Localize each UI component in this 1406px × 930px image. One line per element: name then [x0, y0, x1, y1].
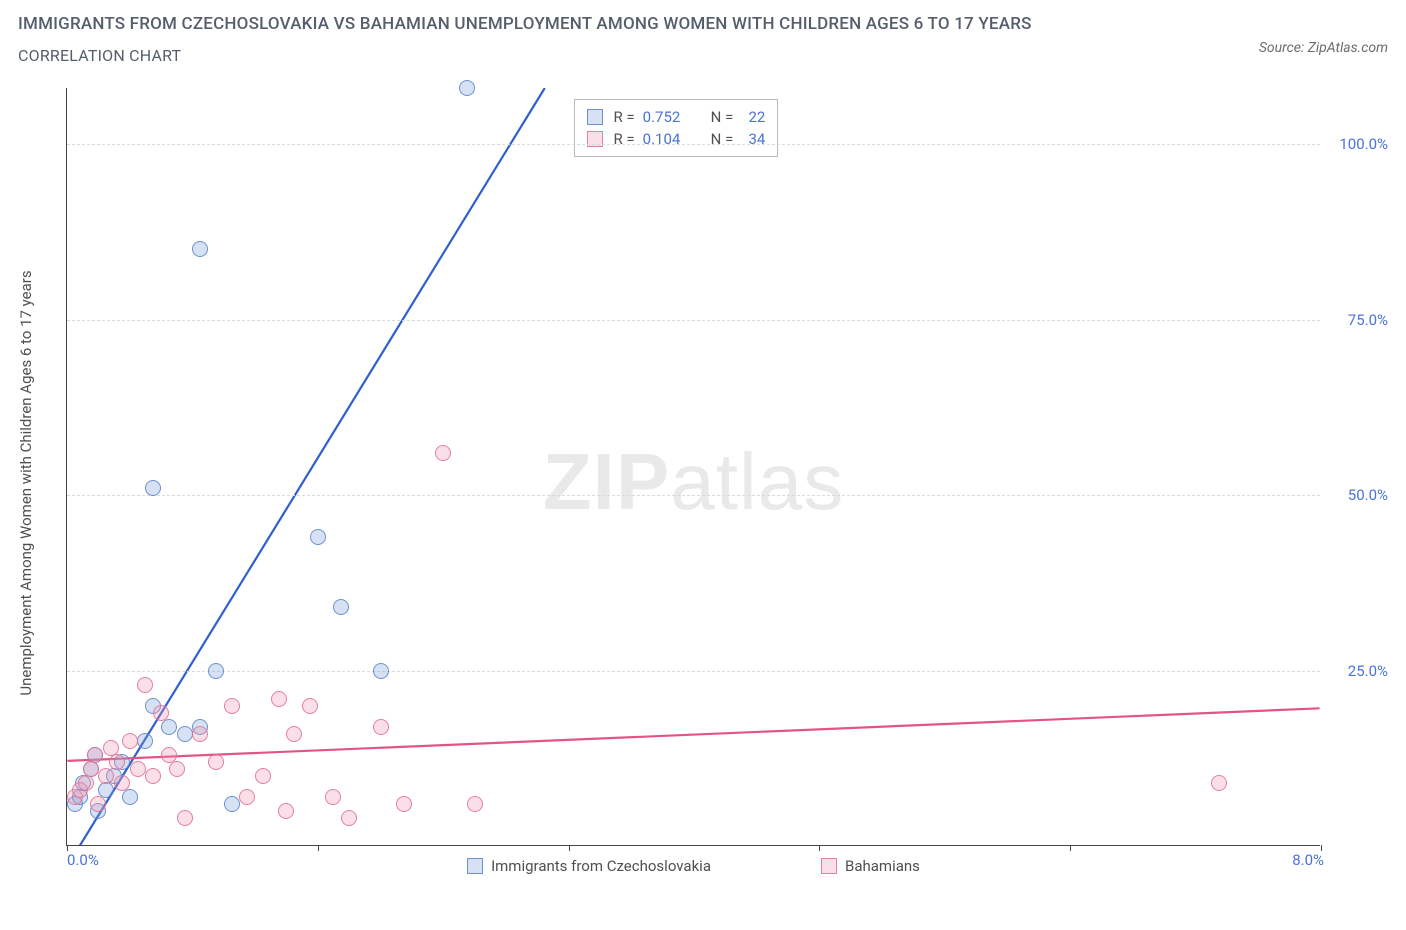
gridline	[67, 671, 1320, 672]
corr-r-value: 0.104	[643, 130, 697, 148]
trend-line-czech	[67, 88, 544, 866]
data-point-bahamians	[467, 796, 483, 812]
corr-row-bahamians: R = 0.104 N = 34	[587, 128, 765, 150]
corr-row-czech: R = 0.752 N = 22	[587, 106, 765, 128]
data-point-bahamians	[278, 803, 294, 819]
x-tick	[569, 845, 570, 851]
source-name: ZipAtlas.com	[1308, 40, 1388, 56]
data-point-bahamians	[255, 768, 271, 784]
title-block: IMMIGRANTS FROM CZECHOSLOVAKIA VS BAHAMI…	[18, 14, 1032, 65]
corr-r-label: R =	[613, 130, 634, 148]
data-point-czech	[459, 80, 475, 96]
y-tick-label: 50.0%	[1348, 486, 1388, 504]
corr-swatch	[587, 109, 603, 125]
y-tick-label: 100.0%	[1339, 135, 1388, 153]
data-point-bahamians	[177, 810, 193, 826]
data-point-bahamians	[325, 789, 341, 805]
data-point-bahamians	[145, 768, 161, 784]
y-axis-title: Unemployment Among Women with Children A…	[17, 270, 35, 695]
correlation-legend-box: R = 0.752 N = 22 R = 0.104 N = 34	[574, 99, 778, 157]
corr-n-value: 22	[741, 108, 765, 126]
data-point-bahamians	[224, 698, 240, 714]
data-point-bahamians	[341, 810, 357, 826]
data-point-czech	[373, 663, 389, 679]
data-point-bahamians	[302, 698, 318, 714]
corr-n-value: 34	[741, 130, 765, 148]
x-tick	[318, 845, 319, 851]
legend-swatch	[821, 858, 837, 874]
gridline	[67, 144, 1320, 145]
data-point-czech	[177, 726, 193, 742]
source-prefix: Source:	[1259, 40, 1308, 56]
legend-item-czech: Immigrants from Czechoslovakia	[467, 857, 711, 875]
corr-n-label: N =	[711, 108, 734, 126]
corr-r-value: 0.752	[643, 108, 697, 126]
legend-label: Bahamians	[845, 857, 920, 875]
chart-subtitle: CORRELATION CHART	[18, 46, 1032, 65]
data-point-bahamians	[271, 691, 287, 707]
gridline	[67, 320, 1320, 321]
data-point-czech	[122, 789, 138, 805]
data-point-bahamians	[373, 719, 389, 735]
data-point-czech	[192, 241, 208, 257]
gridline	[67, 495, 1320, 496]
data-point-czech	[208, 663, 224, 679]
data-point-bahamians	[98, 768, 114, 784]
data-point-czech	[333, 599, 349, 615]
watermark-light: atlas	[670, 437, 844, 526]
data-point-bahamians	[169, 761, 185, 777]
trend-lines-svg	[67, 88, 1320, 845]
data-point-bahamians	[286, 726, 302, 742]
plot-area: ZIPatlas R =0.752N =22R =0.104N =34 0.0%…	[66, 88, 1320, 846]
legend-bottom: Immigrants from Czechoslovakia Bahamians	[67, 857, 1320, 875]
x-tick	[1070, 845, 1071, 851]
source-attribution: Source: ZipAtlas.com	[1259, 40, 1388, 56]
x-tick	[819, 845, 820, 851]
data-point-bahamians	[78, 775, 94, 791]
data-point-bahamians	[137, 677, 153, 693]
data-point-bahamians	[1211, 775, 1227, 791]
data-point-czech	[161, 719, 177, 735]
x-tick	[67, 845, 68, 851]
watermark-bold: ZIP	[543, 437, 670, 526]
trend-line-bahamians	[67, 708, 1319, 761]
legend-label: Immigrants from Czechoslovakia	[491, 857, 711, 875]
data-point-bahamians	[192, 726, 208, 742]
data-point-bahamians	[153, 705, 169, 721]
data-point-bahamians	[114, 775, 130, 791]
x-tick	[1321, 845, 1322, 851]
data-point-czech	[145, 480, 161, 496]
data-point-czech	[224, 796, 240, 812]
y-tick-label: 25.0%	[1348, 662, 1388, 680]
legend-swatch	[467, 858, 483, 874]
data-point-bahamians	[83, 761, 99, 777]
chart-container: Unemployment Among Women with Children A…	[66, 88, 1390, 878]
data-point-bahamians	[122, 733, 138, 749]
corr-r-label: R =	[613, 108, 634, 126]
data-point-bahamians	[109, 754, 125, 770]
y-tick-label: 75.0%	[1348, 311, 1388, 329]
watermark: ZIPatlas	[543, 436, 844, 528]
data-point-bahamians	[396, 796, 412, 812]
corr-n-label: N =	[711, 130, 734, 148]
chart-title: IMMIGRANTS FROM CZECHOSLOVAKIA VS BAHAMI…	[18, 14, 1032, 34]
data-point-bahamians	[208, 754, 224, 770]
data-point-czech	[137, 733, 153, 749]
data-point-bahamians	[90, 796, 106, 812]
legend-item-bahamians: Bahamians	[821, 857, 920, 875]
data-point-bahamians	[435, 445, 451, 461]
data-point-bahamians	[87, 747, 103, 763]
data-point-czech	[310, 529, 326, 545]
data-point-bahamians	[239, 789, 255, 805]
data-point-bahamians	[130, 761, 146, 777]
